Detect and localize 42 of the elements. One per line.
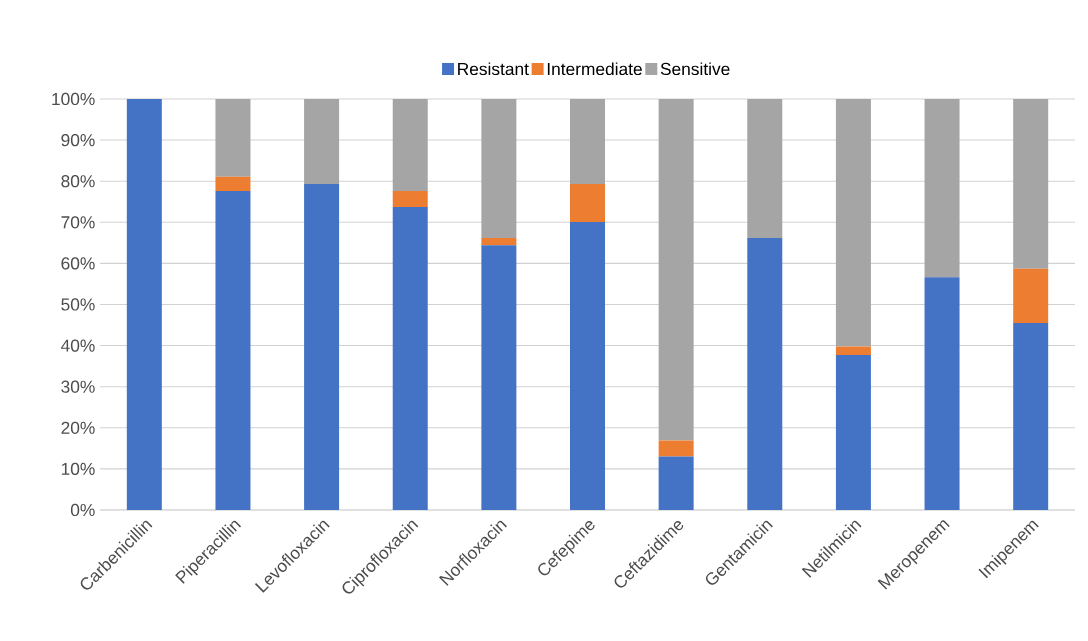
y-tick-label: 60%: [61, 257, 95, 270]
bar: [215, 191, 251, 510]
bar: [481, 237, 517, 246]
bar: [392, 98, 428, 192]
bar: [570, 221, 606, 510]
legend-label: Intermediate: [547, 62, 642, 76]
bar: [304, 184, 340, 510]
bar: [126, 98, 162, 510]
bar: [481, 98, 517, 238]
bar: [924, 277, 960, 510]
bar: [658, 98, 694, 441]
bar: [747, 98, 783, 238]
y-tick-label: 20%: [61, 421, 95, 434]
y-tick-label: 40%: [61, 339, 95, 352]
y-tick-label: 50%: [61, 298, 95, 311]
bar: [747, 237, 783, 510]
bar: [924, 98, 960, 278]
bar: [570, 184, 606, 222]
y-tick-label: 30%: [61, 380, 95, 393]
bar: [1013, 322, 1049, 510]
y-tick-label: 10%: [61, 462, 95, 476]
bar: [570, 98, 606, 185]
bar: [835, 355, 871, 510]
legend-label: Sensitive: [660, 62, 730, 76]
bar: [392, 191, 428, 208]
legend-label: Resistant: [458, 62, 529, 76]
bar: [481, 245, 517, 510]
y-tick-label: 0%: [70, 503, 95, 517]
bar: [392, 207, 428, 510]
bar: [215, 98, 251, 177]
bar: [835, 98, 871, 347]
y-tick-label: 90%: [61, 133, 95, 147]
bar: [215, 176, 251, 192]
bar: [658, 440, 694, 457]
bar: [658, 456, 694, 510]
y-tick-label: 70%: [61, 216, 95, 229]
y-tick-label: 80%: [61, 175, 95, 188]
bar: [1013, 268, 1049, 323]
bar: [1013, 98, 1049, 269]
y-tick-label: 100%: [52, 92, 95, 106]
bar: [304, 98, 340, 185]
bar: [835, 346, 871, 356]
